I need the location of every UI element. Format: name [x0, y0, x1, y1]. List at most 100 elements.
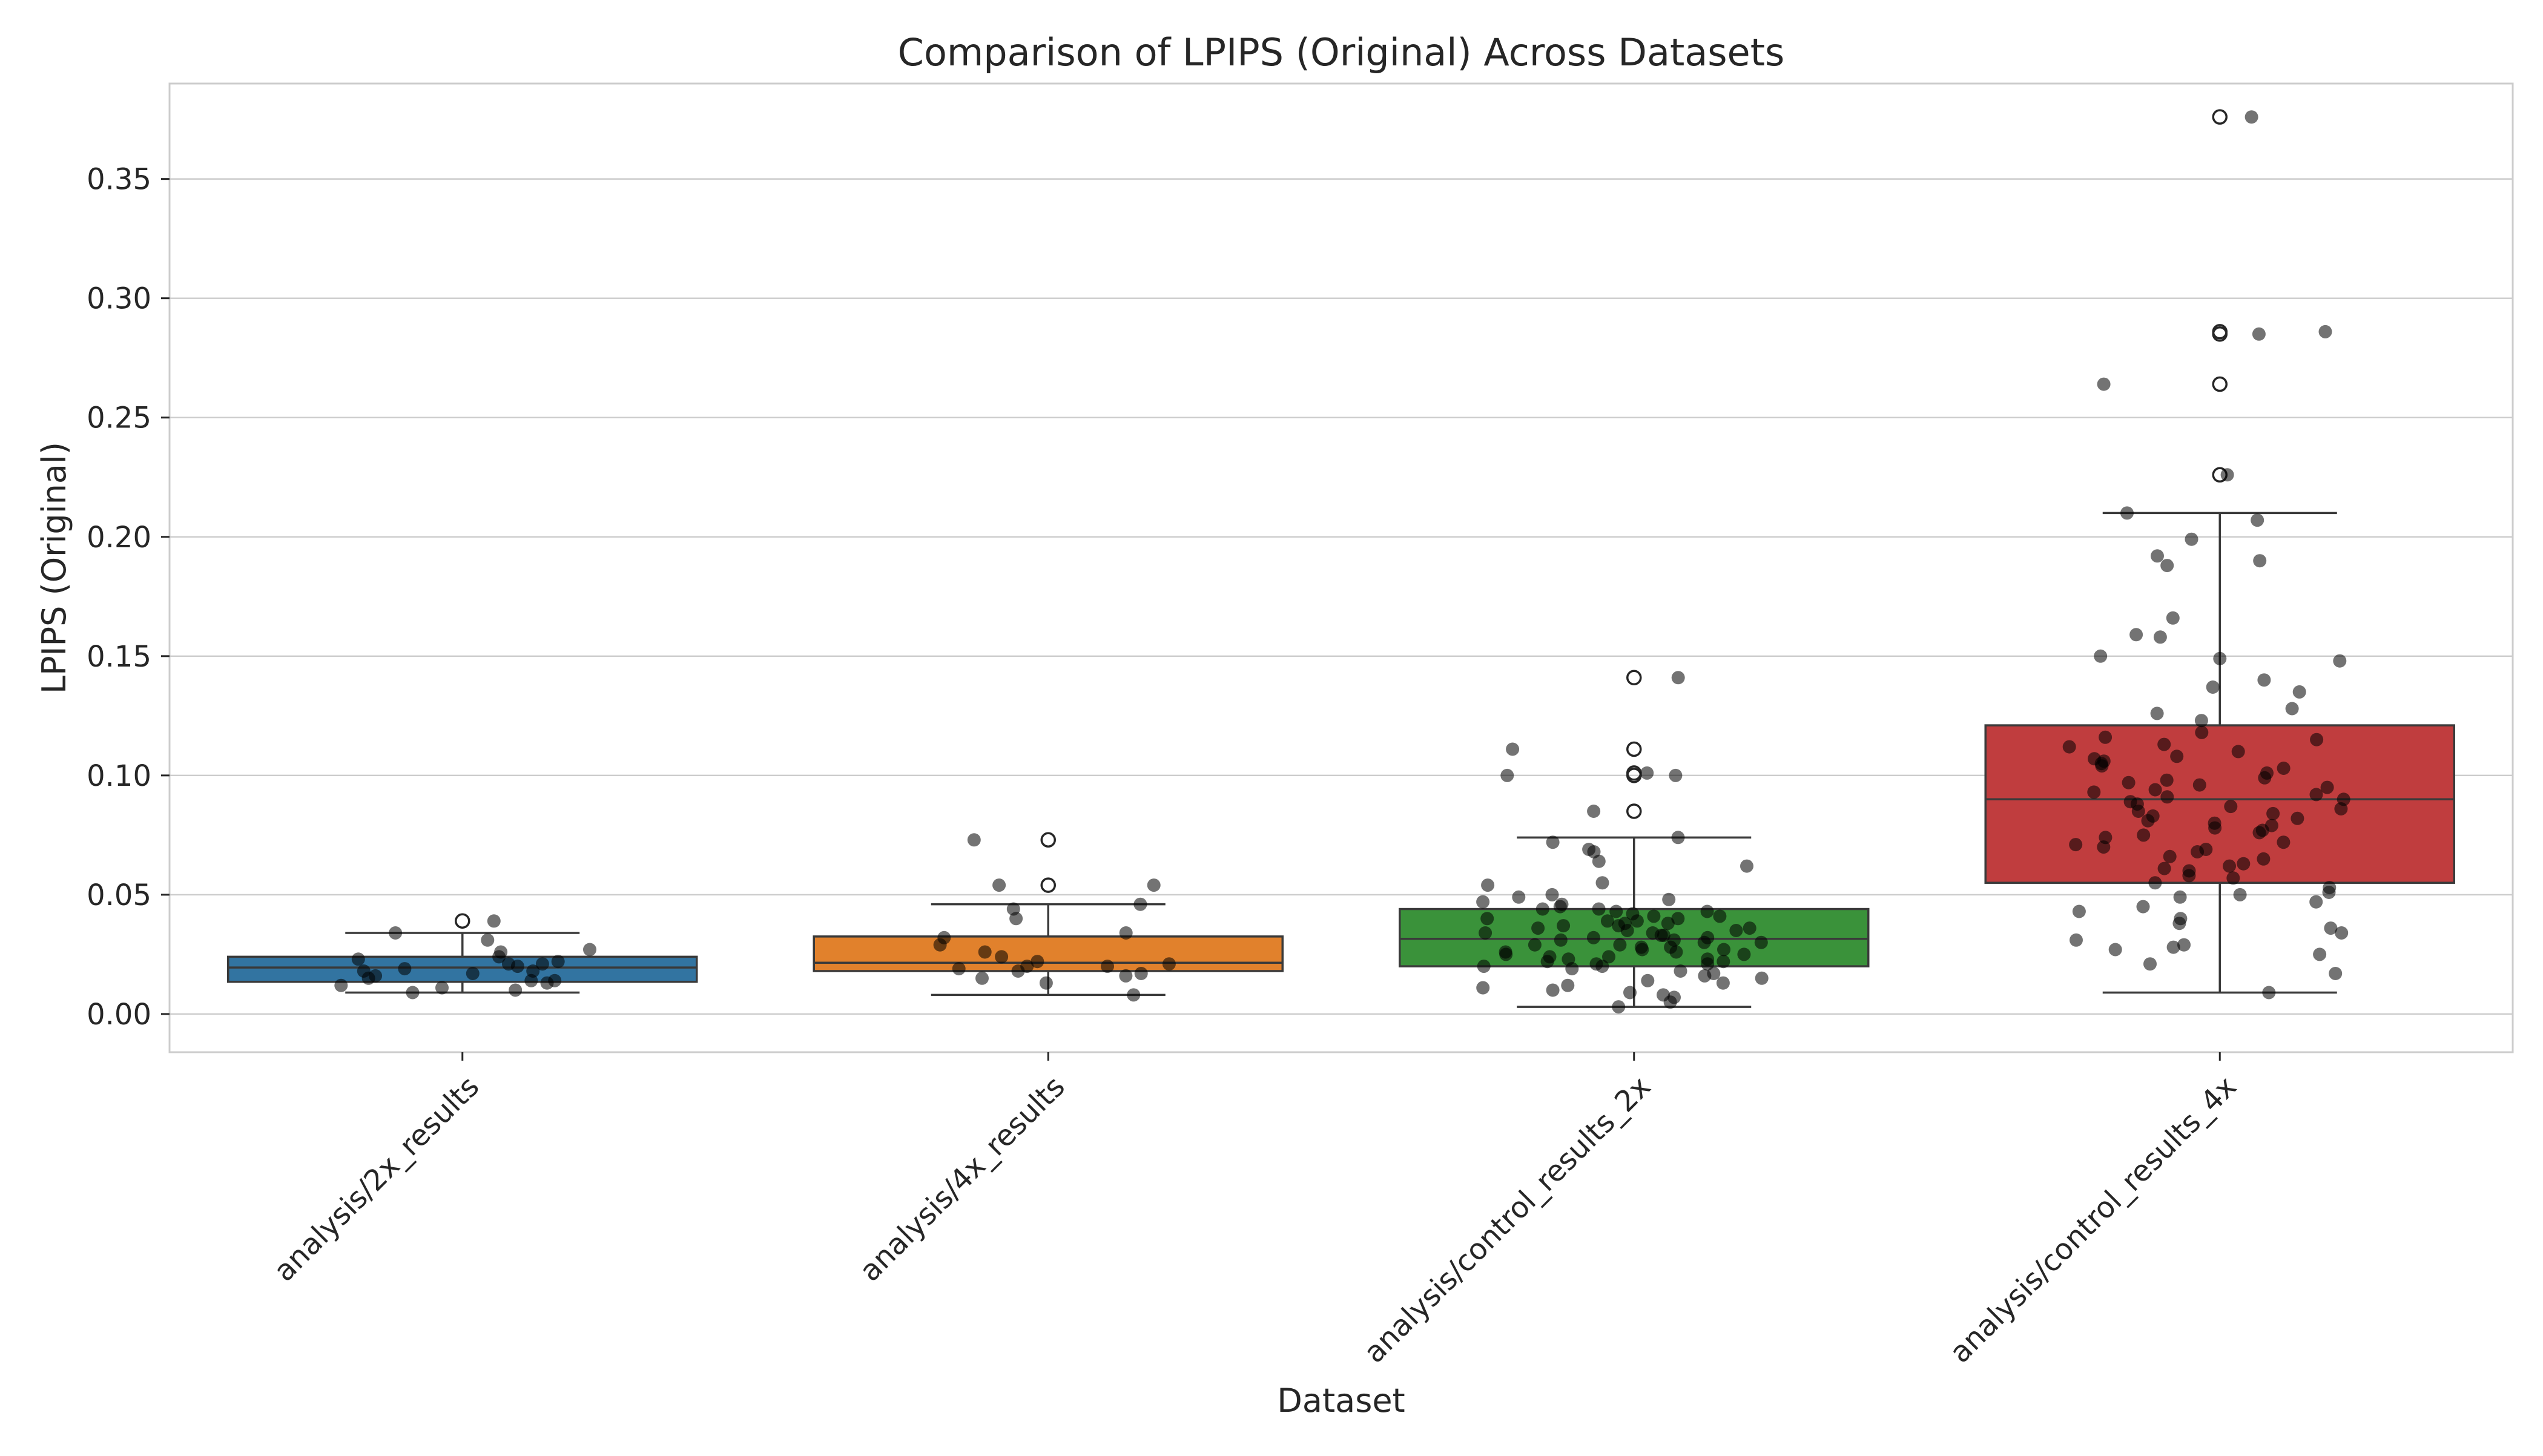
data-point: [2122, 776, 2136, 789]
data-point: [2191, 845, 2205, 858]
data-point: [2245, 110, 2258, 124]
data-point: [2166, 940, 2180, 954]
data-point: [1565, 962, 1579, 976]
data-point: [2309, 895, 2323, 909]
data-point: [2266, 806, 2280, 820]
data-point: [2253, 554, 2267, 568]
data-point: [1743, 921, 1756, 935]
data-point: [351, 952, 365, 966]
data-point: [1755, 971, 1769, 985]
data-point: [2223, 859, 2236, 873]
data-point: [487, 914, 501, 928]
data-point: [1119, 969, 1133, 983]
data-point: [1554, 933, 1568, 947]
data-point: [2160, 790, 2174, 804]
data-point: [2099, 730, 2113, 744]
data-point: [2320, 780, 2334, 794]
data-point: [406, 986, 420, 1000]
data-point: [2108, 943, 2122, 957]
data-point: [2143, 957, 2157, 971]
data-point: [1623, 986, 1637, 1000]
data-point: [1479, 926, 1492, 940]
data-point: [2252, 327, 2266, 341]
x-axis-ticks: analysis/2x_results analysis/4x_results an…: [267, 1052, 2243, 1369]
y-tick-label: 0.05: [87, 878, 151, 912]
y-axis-ticks: 0.00 0.05 0.10 0.15 0.20 0.25 0.30 0.35: [87, 163, 170, 1032]
data-point: [2258, 771, 2272, 785]
data-point: [995, 950, 1009, 964]
data-point: [2137, 828, 2151, 842]
data-point: [2173, 890, 2187, 904]
data-point: [2120, 506, 2134, 520]
data-point: [1613, 938, 1627, 952]
data-point: [2226, 871, 2240, 885]
data-point: [2148, 783, 2162, 797]
data-point: [1716, 976, 1730, 990]
data-point: [2313, 947, 2327, 961]
outlier-marker: [1626, 670, 1642, 686]
data-point: [2131, 805, 2145, 818]
data-point: [1737, 947, 1751, 961]
data-point: [551, 955, 565, 969]
data-point: [2136, 900, 2150, 914]
data-point: [2233, 888, 2247, 901]
data-point: [2070, 933, 2083, 947]
data-point: [2157, 737, 2171, 751]
data-point: [1528, 938, 1542, 952]
data-point: [2095, 759, 2109, 773]
plot-frame: [168, 82, 2514, 1053]
data-point: [1713, 909, 1727, 923]
data-point: [933, 938, 947, 952]
data-point: [1480, 912, 1494, 926]
data-point: [1698, 969, 1712, 983]
data-point: [1592, 854, 1606, 868]
data-point: [2166, 611, 2180, 625]
data-point: [2157, 861, 2171, 875]
data-point: [2277, 762, 2291, 775]
box-layer: [227, 109, 2455, 1008]
data-point: [1101, 960, 1114, 973]
data-point: [1009, 912, 1023, 926]
data-point: [2324, 921, 2338, 935]
data-point: [1620, 924, 1634, 937]
iqr-box: [227, 955, 698, 983]
x-tick-label: analysis/2x_results: [267, 1070, 486, 1288]
data-point: [2206, 680, 2220, 694]
data-point: [1553, 900, 1567, 914]
data-point: [2208, 821, 2222, 835]
data-point: [1717, 955, 1730, 969]
data-point: [1671, 671, 1685, 685]
data-point: [975, 971, 989, 985]
data-point: [2062, 740, 2076, 754]
data-point: [1729, 924, 1743, 937]
data-point: [2160, 559, 2174, 573]
data-point: [1663, 995, 1677, 1009]
data-point: [1641, 973, 1655, 987]
outlier-marker: [1626, 741, 1642, 757]
data-point: [2277, 835, 2291, 849]
data-point: [1531, 921, 1545, 935]
data-point: [1661, 917, 1675, 931]
data-point: [2257, 673, 2271, 687]
data-point: [1586, 931, 1600, 944]
data-point: [1127, 988, 1141, 1002]
data-point: [2309, 788, 2323, 802]
data-point: [492, 950, 506, 964]
data-point: [1612, 1000, 1626, 1014]
data-point: [389, 926, 403, 940]
data-point: [1595, 960, 1609, 973]
data-point: [2172, 917, 2186, 931]
x-tick-label: analysis/4x_results: [853, 1070, 1072, 1288]
data-point: [1546, 983, 1560, 997]
y-tick-label: 0.30: [87, 282, 151, 316]
data-point: [1609, 904, 1623, 918]
data-point: [1500, 768, 1514, 782]
data-point: [2251, 513, 2264, 527]
box-group: [813, 832, 1284, 996]
iqr-box: [813, 935, 1284, 972]
data-point: [1011, 964, 1025, 978]
data-point: [1674, 964, 1687, 978]
data-point: [1561, 978, 1575, 992]
data-point: [2148, 876, 2162, 890]
